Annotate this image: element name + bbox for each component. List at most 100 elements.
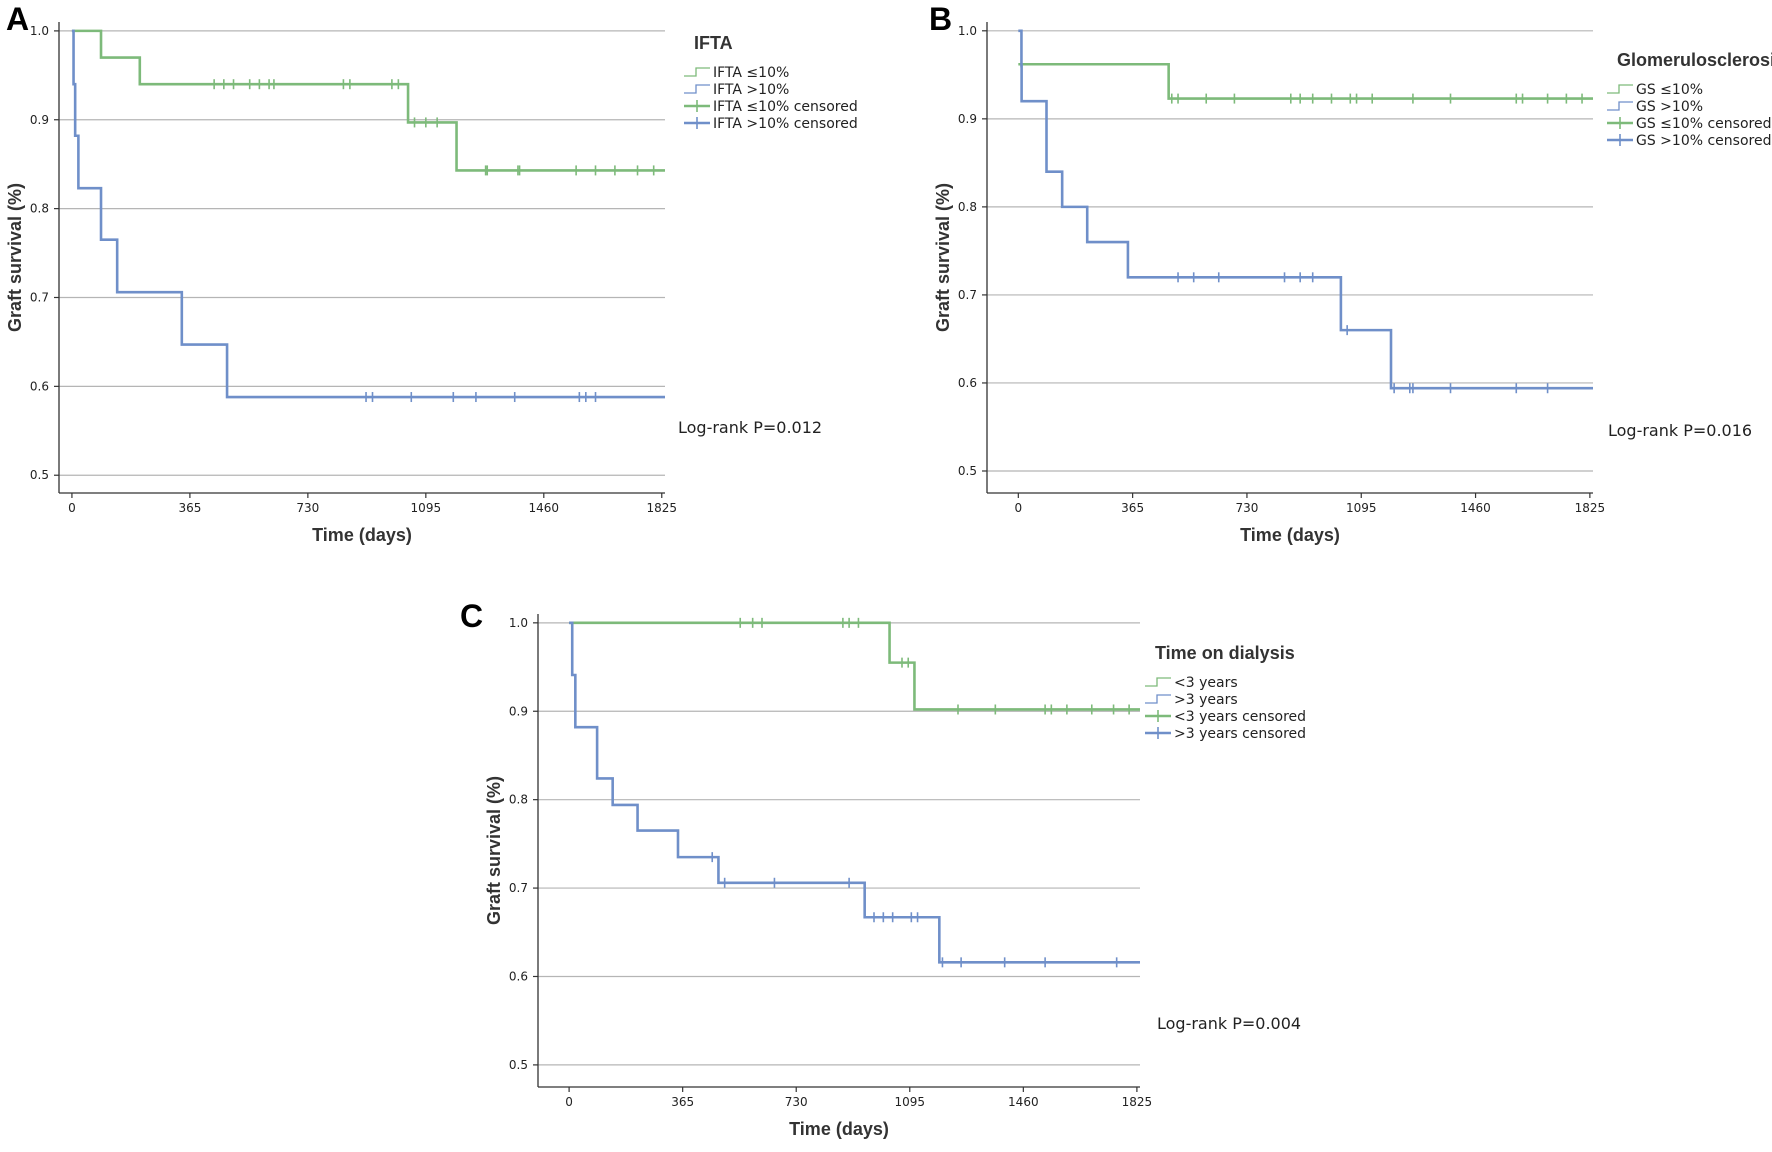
- x-tick-label: 1095: [1346, 501, 1377, 515]
- log-rank-annotation: Log-rank P=0.016: [1608, 421, 1752, 440]
- legend-item: GS >10% censored: [1607, 133, 1771, 149]
- legend-item: IFTA ≤10%: [684, 65, 789, 81]
- x-tick-label: 365: [671, 1095, 694, 1109]
- series-0: [1018, 62, 1593, 104]
- legend-item: <3 years censored: [1145, 709, 1306, 725]
- legend-label: IFTA ≤10% censored: [713, 99, 858, 115]
- axes: 0.5 0.6 0.7 0.8 0.9 1.0 0 365 730 1095 1460 1825: [509, 614, 1152, 1109]
- legend-label: IFTA >10% censored: [713, 116, 858, 132]
- y-tick-label: 0.7: [509, 881, 528, 895]
- x-tick-label: 1095: [895, 1095, 926, 1109]
- x-tick-label: 1825: [1575, 501, 1606, 515]
- legend-label: GS >10%: [1636, 99, 1703, 115]
- survival-curve: [71, 29, 665, 172]
- x-tick-label: 365: [1121, 501, 1144, 515]
- log-rank-annotation: Log-rank P=0.012: [678, 418, 822, 437]
- panel-letter: C: [460, 598, 483, 634]
- grid-lines: [538, 622, 1140, 1066]
- legend-label: <3 years: [1174, 675, 1238, 691]
- y-tick-label: 0.6: [30, 379, 49, 393]
- x-tick-label: 730: [1235, 501, 1258, 515]
- y-tick-label: 1.0: [958, 24, 977, 38]
- series-layer: [1018, 29, 1593, 394]
- y-tick-label: 1.0: [509, 616, 528, 630]
- y-axis-title: Graft survival (%): [484, 776, 504, 925]
- series-0: [569, 617, 1140, 715]
- panel-letter: A: [6, 1, 29, 37]
- y-tick-label: 0.9: [30, 113, 49, 127]
- legend-swatch: [1145, 677, 1171, 687]
- y-tick-label: 0.6: [958, 376, 977, 390]
- axes: 0.5 0.6 0.7 0.8 0.9 1.0 0 365 730 1095 1460 1825: [30, 22, 677, 515]
- legend-title: Glomerulosclerosis: [1617, 50, 1772, 70]
- x-tick-label: 730: [785, 1095, 808, 1109]
- legend-label: GS ≤10% censored: [1636, 116, 1771, 132]
- panel-letter: B: [929, 1, 952, 37]
- x-tick-label: 0: [68, 501, 76, 515]
- y-tick-label: 0.8: [958, 200, 977, 214]
- legend-item: IFTA ≤10% censored: [684, 99, 858, 115]
- x-axis-title: Time (days): [312, 525, 412, 545]
- y-tick-label: 0.5: [509, 1058, 528, 1072]
- series-1: [569, 621, 1140, 968]
- legend: <3 years>3 years<3 years censored>3 year…: [1145, 675, 1306, 742]
- y-tick-label: 0.9: [958, 112, 977, 126]
- grid-lines: [987, 30, 1593, 472]
- series-1: [1018, 29, 1593, 394]
- legend-item: GS ≤10% censored: [1607, 116, 1771, 132]
- legend-swatch: [1145, 694, 1171, 704]
- legend-swatch: [684, 67, 710, 77]
- panel-c: C 0.50.60.70.80.91.00 365 730 1095 1460 1825 …: [460, 598, 1306, 1139]
- y-tick-label: 1.0: [30, 24, 49, 38]
- series-0: [71, 29, 665, 176]
- legend-title: Time on dialysis: [1155, 643, 1295, 663]
- legend-label: GS >10% censored: [1636, 133, 1771, 149]
- x-tick-label: 1460: [1460, 501, 1491, 515]
- y-tick-label: 0.5: [30, 468, 49, 482]
- legend-item: IFTA >10% censored: [684, 116, 858, 132]
- legend-item: <3 years: [1145, 675, 1238, 691]
- legend-item: GS >10%: [1607, 99, 1703, 115]
- x-tick-label: 730: [296, 501, 319, 515]
- panel-b: B 0.50.60.70.80.91.00 365 730 1095 1460 1825 …: [929, 1, 1772, 545]
- survival-curve: [71, 29, 665, 399]
- survival-curve: [1018, 62, 1593, 100]
- legend-swatch: [684, 84, 710, 94]
- y-tick-label: 0.8: [30, 202, 49, 216]
- y-tick-label: 0.7: [958, 288, 977, 302]
- series-1: [71, 29, 665, 403]
- x-tick-label: 365: [178, 501, 201, 515]
- y-tick-label: 0.5: [958, 464, 977, 478]
- x-tick-label: 0: [1014, 501, 1022, 515]
- legend-label: GS ≤10%: [1636, 82, 1703, 98]
- x-tick-label: 1460: [1008, 1095, 1039, 1109]
- legend-label: >3 years: [1174, 692, 1238, 708]
- legend: IFTA ≤10%IFTA >10%IFTA ≤10% censoredIFTA…: [684, 65, 858, 132]
- survival-curve: [569, 621, 1140, 964]
- x-axis-title: Time (days): [789, 1119, 889, 1139]
- x-tick-label: 1460: [529, 501, 560, 515]
- axes: 0.5 0.6 0.7 0.8 0.9 1.0 0 365 730 1095 1460 1825: [958, 22, 1605, 515]
- legend-item: IFTA >10%: [684, 82, 789, 98]
- legend-title: IFTA: [694, 33, 733, 53]
- legend-swatch: [1607, 84, 1633, 94]
- y-axis-title: Graft survival (%): [5, 183, 25, 332]
- x-tick-label: 0: [565, 1095, 573, 1109]
- y-tick-label: 0.7: [30, 290, 49, 304]
- legend-swatch: [1607, 101, 1633, 111]
- legend-label: >3 years censored: [1174, 726, 1306, 742]
- y-axis-title: Graft survival (%): [933, 183, 953, 332]
- legend-item: >3 years: [1145, 692, 1238, 708]
- survival-curve: [1018, 29, 1593, 390]
- log-rank-annotation: Log-rank P=0.004: [1157, 1014, 1301, 1033]
- survival-curve: [569, 621, 1140, 711]
- x-tick-label: 1095: [411, 501, 442, 515]
- grid-lines: [59, 30, 665, 476]
- y-tick-label: 0.8: [509, 793, 528, 807]
- legend-label: <3 years censored: [1174, 709, 1306, 725]
- series-layer: [71, 29, 665, 403]
- legend-label: IFTA ≤10%: [713, 65, 789, 81]
- x-tick-label: 1825: [646, 501, 677, 515]
